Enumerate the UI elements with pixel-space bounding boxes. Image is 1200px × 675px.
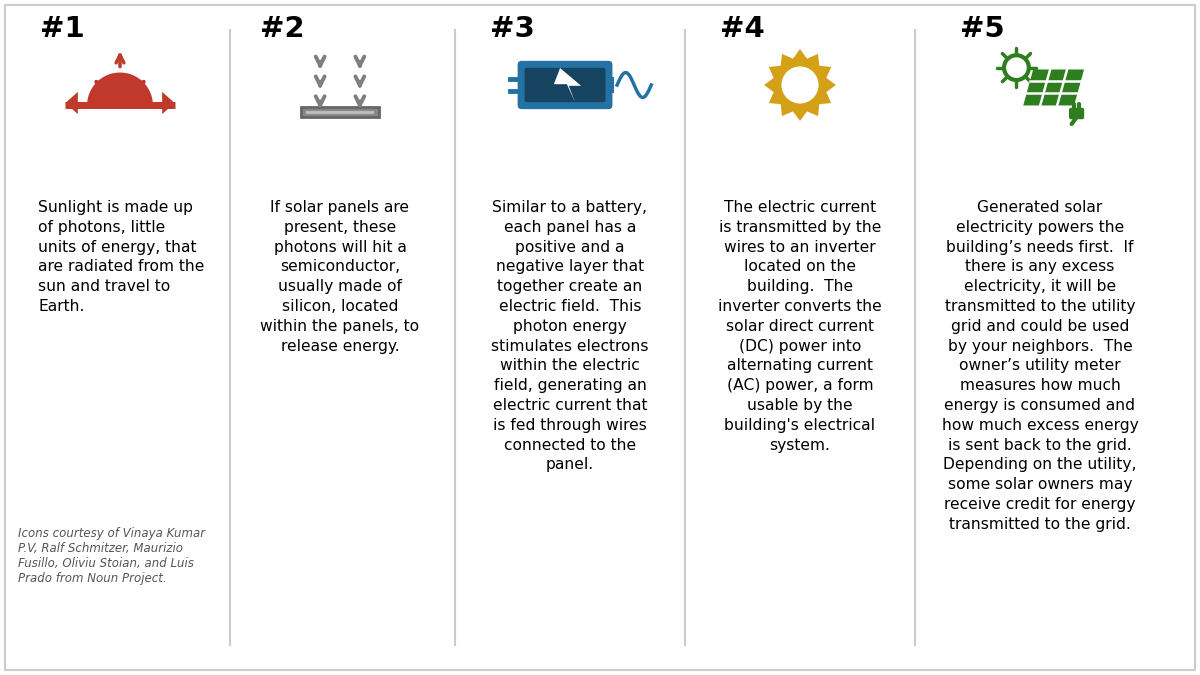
FancyBboxPatch shape <box>306 111 373 114</box>
Polygon shape <box>162 92 174 114</box>
Text: #3: #3 <box>490 15 535 43</box>
FancyBboxPatch shape <box>5 5 1195 670</box>
Polygon shape <box>791 72 810 99</box>
Text: Similar to a battery,
each panel has a
positive and a
negative layer that
togeth: Similar to a battery, each panel has a p… <box>491 200 649 472</box>
Text: The electric current
is transmitted by the
wires to an inverter
located on the
b: The electric current is transmitted by t… <box>718 200 882 453</box>
Circle shape <box>781 66 818 103</box>
Text: If solar panels are
present, these
photons will hit a
semiconductor,
usually mad: If solar panels are present, these photo… <box>260 200 420 354</box>
Text: #5: #5 <box>960 15 1004 43</box>
Text: #1: #1 <box>40 15 85 43</box>
Polygon shape <box>88 73 152 105</box>
Text: Icons courtesy of Vinaya Kumar
P.V, Ralf Schmitzer, Maurizio
Fusillo, Oliviu Sto: Icons courtesy of Vinaya Kumar P.V, Ralf… <box>18 527 205 585</box>
FancyBboxPatch shape <box>610 78 614 92</box>
FancyBboxPatch shape <box>517 61 612 109</box>
Text: #4: #4 <box>720 15 764 43</box>
Text: #2: #2 <box>260 15 305 43</box>
FancyBboxPatch shape <box>524 68 606 102</box>
Text: Generated solar
electricity powers the
building’s needs first.  If
there is any : Generated solar electricity powers the b… <box>942 200 1139 532</box>
FancyBboxPatch shape <box>301 107 379 117</box>
FancyBboxPatch shape <box>1069 108 1084 119</box>
Polygon shape <box>66 92 78 114</box>
Polygon shape <box>1024 70 1084 105</box>
Text: Sunlight is made up
of photons, little
units of energy, that
are radiated from t: Sunlight is made up of photons, little u… <box>38 200 204 314</box>
Polygon shape <box>554 68 581 102</box>
Polygon shape <box>764 49 836 121</box>
